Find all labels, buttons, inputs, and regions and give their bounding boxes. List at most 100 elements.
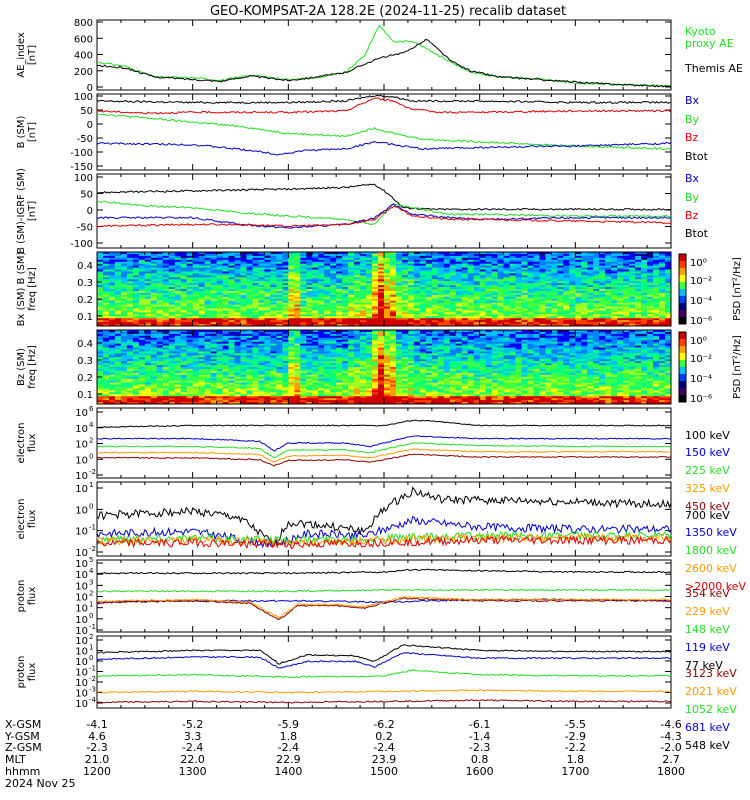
plow-legend-entry: 354 keV [685, 587, 730, 600]
phigh-ytick-label: 10 [75, 699, 88, 710]
bsm-ylabel: B (SM) [16, 115, 27, 148]
phigh-ytick-exponent: 2 [89, 633, 93, 641]
phigh-series-3123-kev [96, 699, 672, 704]
plow-legend-entry: 77 keV [685, 659, 723, 672]
elow-series-225-kev [96, 442, 672, 458]
xaxis-value: -2.0 [660, 741, 681, 754]
bxpsd-colorbar [678, 253, 687, 325]
plow-legend-entry: 229 keV [685, 605, 730, 618]
bgrf-ylabel: B (SM)-IGRF (SM) [16, 168, 27, 254]
ae-series-kyoto-proxy-ae [96, 24, 671, 87]
plow-ylabel: proton [16, 580, 27, 613]
bgrf-ytick-label: 50 [80, 190, 93, 201]
xaxis-value: 1800 [657, 765, 685, 778]
ehigh-ytick-label: 10 [75, 484, 88, 495]
xaxis-value: -5.9 [278, 718, 299, 731]
ehigh-ytick-exponent: -1 [89, 524, 96, 532]
elow-ytick-exponent: 6 [89, 405, 94, 413]
xaxis-value: -2.2 [565, 741, 586, 754]
xaxis-value: -4.3 [660, 730, 681, 743]
elow-ytick-label: 10 [75, 440, 88, 451]
bzpsd-ylabel: Bz (SM) [16, 348, 27, 386]
phigh-ytick-exponent: -1 [89, 665, 96, 673]
phigh-ytick-label: 10 [75, 657, 88, 668]
phigh-ytick-label: 10 [75, 668, 88, 679]
phigh-ytick-exponent: -2 [89, 675, 96, 683]
ae-legend-entry: proxy AE [685, 37, 734, 50]
phigh-legend-entry: 3123 keV [685, 667, 737, 680]
phigh-ytick-exponent: -4 [89, 696, 97, 704]
bzpsd-ytick-label: 0.4 [77, 339, 93, 350]
elow-ytick-label: 10 [75, 424, 88, 435]
bsm-series-btot [96, 94, 672, 105]
bzpsd-colorbar [678, 331, 687, 403]
xaxis-value: -4.1 [86, 718, 107, 731]
bsm-series-by [96, 113, 672, 151]
plow-ytick-label: 10 [75, 626, 88, 637]
xaxis-value: 1500 [370, 765, 398, 778]
xaxis-value: -1.4 [469, 730, 490, 743]
ehigh-ytick-exponent: 0 [89, 502, 93, 510]
elow-legend-entry: 325 keV [685, 482, 730, 495]
xaxis-value: 1300 [179, 765, 207, 778]
bgrf-legend-entry: Btot [685, 227, 709, 240]
ehigh-series-1800-kev [96, 530, 672, 546]
phigh-ytick-exponent: -3 [89, 686, 96, 694]
xaxis-value: 1400 [274, 765, 302, 778]
plow-ytick-label: 10 [75, 604, 88, 615]
elow-series-325-kev [96, 448, 672, 463]
xaxis-value: -6.1 [469, 718, 490, 731]
bgrf-legend-entry: Bz [685, 209, 699, 222]
bgrf-series-bx [96, 203, 672, 229]
bxpsd-panel: Bx (SM) B (SM) freq [Hz] 0.4 0.3 0.2 0.1 10⁰ 10… [16, 251, 743, 327]
phigh-legend-entry: 1052 keV [685, 703, 737, 716]
bzpsd-ylabel: freq [Hz] [27, 345, 38, 389]
bxpsd-ylabel: Bx (SM) B (SM) [16, 252, 27, 327]
elow-series-450-kev [97, 453, 672, 467]
phigh-legend-entry: 2021 keV [685, 685, 737, 698]
plow-series-354-kev [96, 597, 672, 620]
xaxis-row-label: MLT [5, 753, 26, 766]
bgrf-ytick-label: 100 [74, 173, 93, 184]
elow-ylabel: flux [27, 434, 38, 453]
elow-legend-entry: 225 keV [685, 464, 730, 477]
xaxis-value: -5.5 [565, 718, 586, 731]
bgrf-series-btot [96, 183, 672, 211]
bxpsd-ytick-label: 0.1 [77, 312, 93, 323]
elow-ytick-label: 10 [75, 471, 88, 482]
xaxis-value: -2.9 [565, 730, 586, 743]
elow-series-150-kev [97, 435, 672, 452]
phigh-ytick-exponent: 0 [89, 654, 93, 662]
plow-ytick-label: 10 [75, 559, 88, 570]
plow-series-148-kev [97, 588, 672, 593]
xaxis-value: -2.3 [469, 741, 490, 754]
xaxis-value: -2.4 [182, 741, 203, 754]
plow-ytick-label: 10 [75, 615, 88, 626]
ae-ylabel: AE_index [16, 32, 27, 78]
xaxis-value: -2.4 [373, 741, 394, 754]
plow-ytick-label: 10 [75, 593, 88, 604]
ae-legend-entry: Themis AE [684, 62, 743, 75]
elow-ytick-label: 10 [75, 455, 88, 466]
bsm-ytick-label: -100 [70, 148, 93, 159]
bzpsd-panel: Bz (SM) freq [Hz] 0.4 0.3 0.2 0.1 10⁰ 10⁻² 10⁻⁴ 1… [16, 329, 743, 405]
bzpsd-colorbar-tick: 10⁻² [690, 354, 712, 365]
plow-series-229-kev [96, 596, 672, 619]
bgrf-series-by [96, 200, 672, 226]
phigh-legend-entry: 548 keV [685, 739, 730, 752]
bsm-legend-entry: Bx [685, 94, 700, 107]
phigh-ylabel: proton [16, 656, 27, 689]
ehigh-legend-entry: >2000 keV [685, 580, 746, 593]
plow-ytick-exponent: 3 [89, 578, 93, 586]
elow-ytick-exponent: 4 [89, 421, 94, 429]
xaxis-value: 1.8 [567, 753, 585, 766]
ehigh-series-2600-kev [96, 532, 672, 548]
xaxis-row-label: Z-GSM [5, 741, 42, 754]
ehigh-series--2000-kev [96, 535, 672, 550]
xaxis-value: 2.7 [662, 753, 680, 766]
bxpsd-colorbar-label: PSD [nT²/Hz] [732, 257, 743, 321]
xaxis-row-label: Y-GSM [4, 730, 40, 743]
